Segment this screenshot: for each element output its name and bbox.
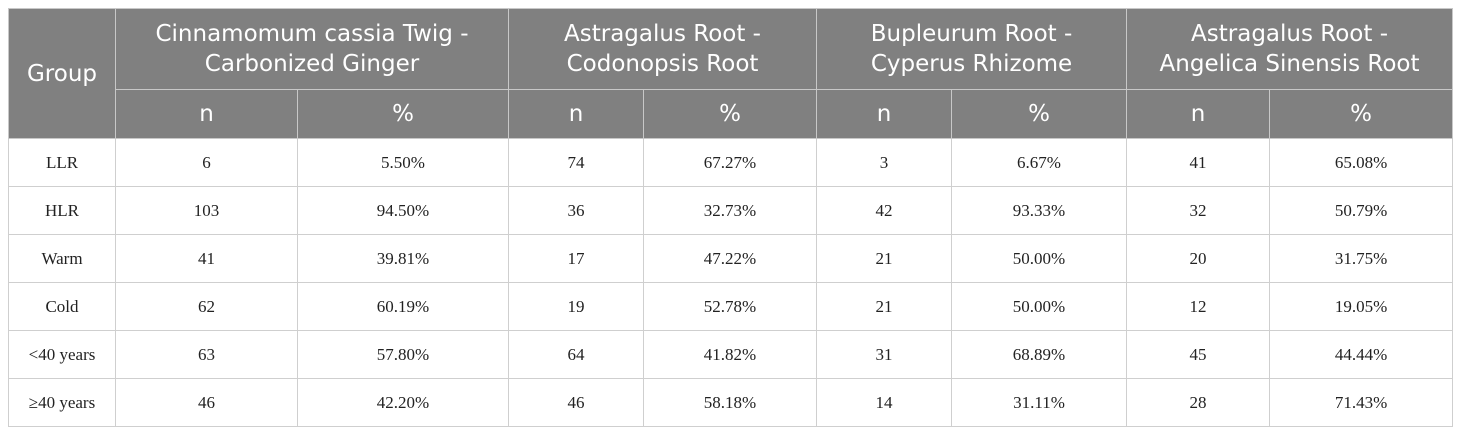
subheader: %	[951, 89, 1128, 139]
cell: 17	[508, 234, 644, 283]
table-row: ≥40 years 46 42.20% 46 58.18% 14 31.11% 28 71.43…	[8, 378, 1454, 427]
subheader: n	[816, 89, 953, 139]
table-head: Group Cinnamomum cassia Twig - Carbonize…	[8, 8, 1454, 139]
table-row: HLR 103 94.50% 36 32.73% 42 93.33% 32 50.79%	[8, 186, 1454, 235]
cell: 6	[115, 138, 298, 187]
subheader: %	[1269, 89, 1454, 139]
table-row: LLR 6 5.50% 74 67.27% 3 6.67% 41 65.08%	[8, 138, 1454, 187]
cell: 50.00%	[951, 234, 1128, 283]
cell: 103	[115, 186, 298, 235]
row-label: Cold	[8, 282, 116, 331]
cell: 6.67%	[951, 138, 1128, 187]
cell: 60.19%	[297, 282, 509, 331]
row-label: ≥40 years	[8, 378, 116, 427]
cell: 50.00%	[951, 282, 1128, 331]
cell: 68.89%	[951, 330, 1128, 379]
cell: 14	[816, 378, 953, 427]
cell: 50.79%	[1269, 186, 1454, 235]
column-group-header: Astragalus Root - Codonopsis Root	[507, 8, 818, 90]
cell: 21	[816, 234, 953, 283]
subheader: n	[115, 89, 298, 139]
group-header: Group	[8, 8, 116, 139]
cell: 31	[816, 330, 953, 379]
cell: 67.27%	[642, 138, 818, 187]
cell: 19.05%	[1269, 282, 1454, 331]
subheader: %	[297, 89, 509, 139]
cell: 19	[508, 282, 644, 331]
cell: 71.43%	[1269, 378, 1454, 427]
cell: 3	[816, 138, 953, 187]
cell: 31.11%	[951, 378, 1128, 427]
cell: 45	[1126, 330, 1271, 379]
table-row: Warm 41 39.81% 17 47.22% 21 50.00% 20 31.75%	[8, 234, 1454, 283]
cell: 42	[816, 186, 953, 235]
table-body: LLR 6 5.50% 74 67.27% 3 6.67% 41 65.08% HLR 103 94.…	[8, 138, 1454, 427]
cell: 74	[508, 138, 644, 187]
cell: 5.50%	[297, 138, 509, 187]
cell: 12	[1126, 282, 1271, 331]
cell: 46	[508, 378, 644, 427]
cell: 64	[508, 330, 644, 379]
subheader-row: n% n% n% n%	[9, 89, 1454, 139]
cell: 28	[1126, 378, 1271, 427]
column-group-header: Astragalus Root - Angelica Sinensis Root	[1126, 8, 1454, 90]
cell: 63	[115, 330, 298, 379]
cell: 93.33%	[951, 186, 1128, 235]
cell: 52.78%	[642, 282, 818, 331]
cell: 65.08%	[1269, 138, 1454, 187]
cell: 36	[508, 186, 644, 235]
cell: 32	[1126, 186, 1271, 235]
cell: 44.44%	[1269, 330, 1454, 379]
cell: 41.82%	[642, 330, 818, 379]
cell: 94.50%	[297, 186, 509, 235]
cell: 31.75%	[1269, 234, 1454, 283]
cell: 39.81%	[297, 234, 509, 283]
cell: 46	[115, 378, 298, 427]
row-label: <40 years	[8, 330, 116, 379]
table-row: <40 years 63 57.80% 64 41.82% 31 68.89% 45 44.44…	[8, 330, 1454, 379]
cell: 41	[115, 234, 298, 283]
cell: 62	[115, 282, 298, 331]
row-label: LLR	[8, 138, 116, 187]
column-group-header: Cinnamomum cassia Twig - Carbonized Ging…	[115, 8, 509, 90]
cell: 21	[816, 282, 953, 331]
column-group-header: Bupleurum Root - Cyperus Rhizome	[816, 8, 1128, 90]
subheader: n	[508, 89, 644, 139]
cell: 41	[1126, 138, 1271, 187]
cell: 57.80%	[297, 330, 509, 379]
table-row: Cold 62 60.19% 19 52.78% 21 50.00% 12 19.05%	[8, 282, 1454, 331]
row-label: Warm	[8, 234, 116, 283]
data-table: Group Cinnamomum cassia Twig - Carbonize…	[8, 8, 1454, 427]
header-row: Group Cinnamomum cassia Twig - Carbonize…	[8, 8, 1454, 139]
cell: 32.73%	[642, 186, 818, 235]
cell: 20	[1126, 234, 1271, 283]
cell: 58.18%	[642, 378, 818, 427]
cell: 47.22%	[642, 234, 818, 283]
subheader: %	[642, 89, 818, 139]
subheader: n	[1126, 89, 1271, 139]
cell: 42.20%	[297, 378, 509, 427]
row-label: HLR	[8, 186, 116, 235]
